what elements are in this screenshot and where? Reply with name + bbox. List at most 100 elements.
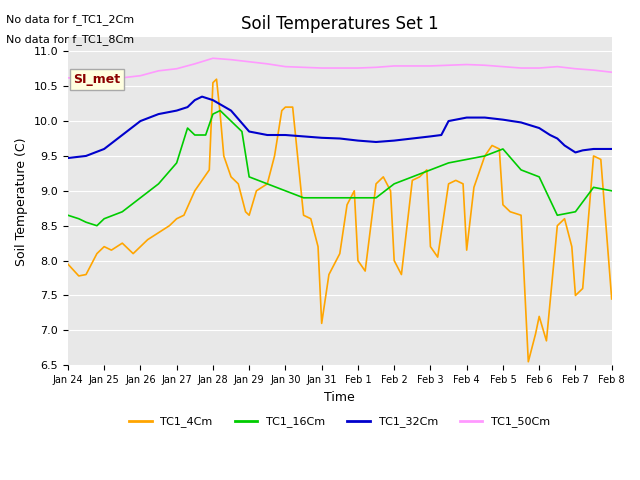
TC1_32Cm	[481, 115, 489, 120]
TC1_16Cm	[481, 153, 489, 159]
TC1_50Cm	[499, 64, 507, 70]
TC1_4Cm	[64, 261, 72, 267]
TC1_32Cm	[517, 120, 525, 125]
TC1_16Cm	[517, 167, 525, 173]
TC1_50Cm	[481, 62, 489, 68]
Y-axis label: Soil Temperature (C): Soil Temperature (C)	[15, 137, 28, 265]
TC1_32Cm	[173, 108, 180, 113]
TC1_50Cm	[354, 65, 362, 71]
TC1_50Cm	[155, 68, 163, 74]
TC1_50Cm	[64, 75, 72, 81]
TC1_32Cm	[354, 138, 362, 144]
TC1_50Cm	[136, 73, 144, 79]
TC1_32Cm	[589, 146, 597, 152]
TC1_50Cm	[318, 65, 326, 71]
Line: TC1_16Cm: TC1_16Cm	[68, 110, 612, 226]
TC1_50Cm	[245, 59, 253, 65]
TC1_50Cm	[118, 75, 126, 81]
Line: TC1_50Cm: TC1_50Cm	[68, 58, 612, 79]
TC1_50Cm	[445, 62, 452, 68]
TC1_50Cm	[372, 64, 380, 70]
TC1_32Cm	[136, 118, 144, 124]
TC1_16Cm	[184, 125, 191, 131]
TC1_50Cm	[408, 63, 416, 69]
TC1_16Cm	[245, 174, 253, 180]
TC1_32Cm	[264, 132, 271, 138]
TC1_32Cm	[499, 117, 507, 122]
TC1_16Cm	[445, 160, 452, 166]
TC1_32Cm	[227, 108, 235, 113]
TC1_16Cm	[216, 108, 224, 113]
TC1_50Cm	[336, 65, 344, 71]
TC1_16Cm	[300, 195, 307, 201]
TC1_4Cm	[380, 174, 387, 180]
TC1_50Cm	[100, 76, 108, 82]
TC1_32Cm	[463, 115, 470, 120]
TC1_32Cm	[390, 138, 398, 144]
TC1_16Cm	[572, 209, 579, 215]
TC1_32Cm	[561, 143, 568, 148]
TC1_4Cm	[212, 76, 220, 82]
TC1_50Cm	[209, 55, 217, 61]
Text: SI_met: SI_met	[74, 73, 120, 86]
TC1_16Cm	[82, 219, 90, 225]
TC1_50Cm	[390, 63, 398, 69]
TC1_4Cm	[372, 181, 380, 187]
TC1_4Cm	[524, 359, 532, 365]
X-axis label: Time: Time	[324, 391, 355, 404]
TC1_32Cm	[155, 111, 163, 117]
TC1_32Cm	[318, 135, 326, 141]
TC1_16Cm	[191, 132, 198, 138]
TC1_32Cm	[535, 125, 543, 131]
TC1_50Cm	[535, 65, 543, 71]
TC1_32Cm	[209, 97, 217, 103]
TC1_32Cm	[438, 132, 445, 138]
Text: No data for f_TC1_2Cm: No data for f_TC1_2Cm	[6, 14, 134, 25]
TC1_32Cm	[282, 132, 289, 138]
TC1_16Cm	[589, 184, 597, 190]
TC1_16Cm	[100, 216, 108, 222]
TC1_16Cm	[463, 156, 470, 162]
TC1_50Cm	[427, 63, 435, 69]
Line: TC1_32Cm: TC1_32Cm	[68, 96, 612, 158]
TC1_32Cm	[100, 146, 108, 152]
TC1_32Cm	[198, 94, 206, 99]
TC1_50Cm	[589, 67, 597, 73]
TC1_16Cm	[336, 195, 344, 201]
Legend: TC1_4Cm, TC1_16Cm, TC1_32Cm, TC1_50Cm: TC1_4Cm, TC1_16Cm, TC1_32Cm, TC1_50Cm	[125, 412, 555, 432]
TC1_32Cm	[572, 150, 579, 156]
TC1_50Cm	[572, 66, 579, 72]
TC1_16Cm	[93, 223, 100, 228]
TC1_32Cm	[118, 132, 126, 138]
TC1_16Cm	[227, 118, 235, 124]
TC1_32Cm	[608, 146, 616, 152]
TC1_16Cm	[427, 167, 435, 173]
TC1_32Cm	[445, 118, 452, 124]
TC1_16Cm	[318, 195, 326, 201]
TC1_16Cm	[554, 212, 561, 218]
TC1_50Cm	[608, 69, 616, 75]
TC1_16Cm	[136, 195, 144, 201]
TC1_50Cm	[191, 61, 198, 67]
Line: TC1_4Cm: TC1_4Cm	[68, 79, 612, 362]
TC1_16Cm	[209, 111, 217, 117]
TC1_16Cm	[64, 212, 72, 218]
TC1_4Cm	[198, 178, 206, 183]
TC1_32Cm	[546, 132, 554, 138]
TC1_32Cm	[64, 155, 72, 161]
TC1_50Cm	[227, 57, 235, 62]
TC1_32Cm	[372, 139, 380, 145]
TC1_32Cm	[408, 136, 416, 142]
TC1_16Cm	[173, 160, 180, 166]
TC1_50Cm	[173, 66, 180, 72]
TC1_50Cm	[463, 61, 470, 67]
TC1_32Cm	[427, 133, 435, 139]
TC1_4Cm	[253, 188, 260, 194]
Text: No data for f_TC1_8Cm: No data for f_TC1_8Cm	[6, 34, 134, 45]
TC1_32Cm	[336, 136, 344, 142]
TC1_16Cm	[155, 181, 163, 187]
TC1_4Cm	[205, 167, 213, 173]
TC1_16Cm	[264, 181, 271, 187]
TC1_50Cm	[264, 61, 271, 67]
TC1_16Cm	[202, 132, 209, 138]
